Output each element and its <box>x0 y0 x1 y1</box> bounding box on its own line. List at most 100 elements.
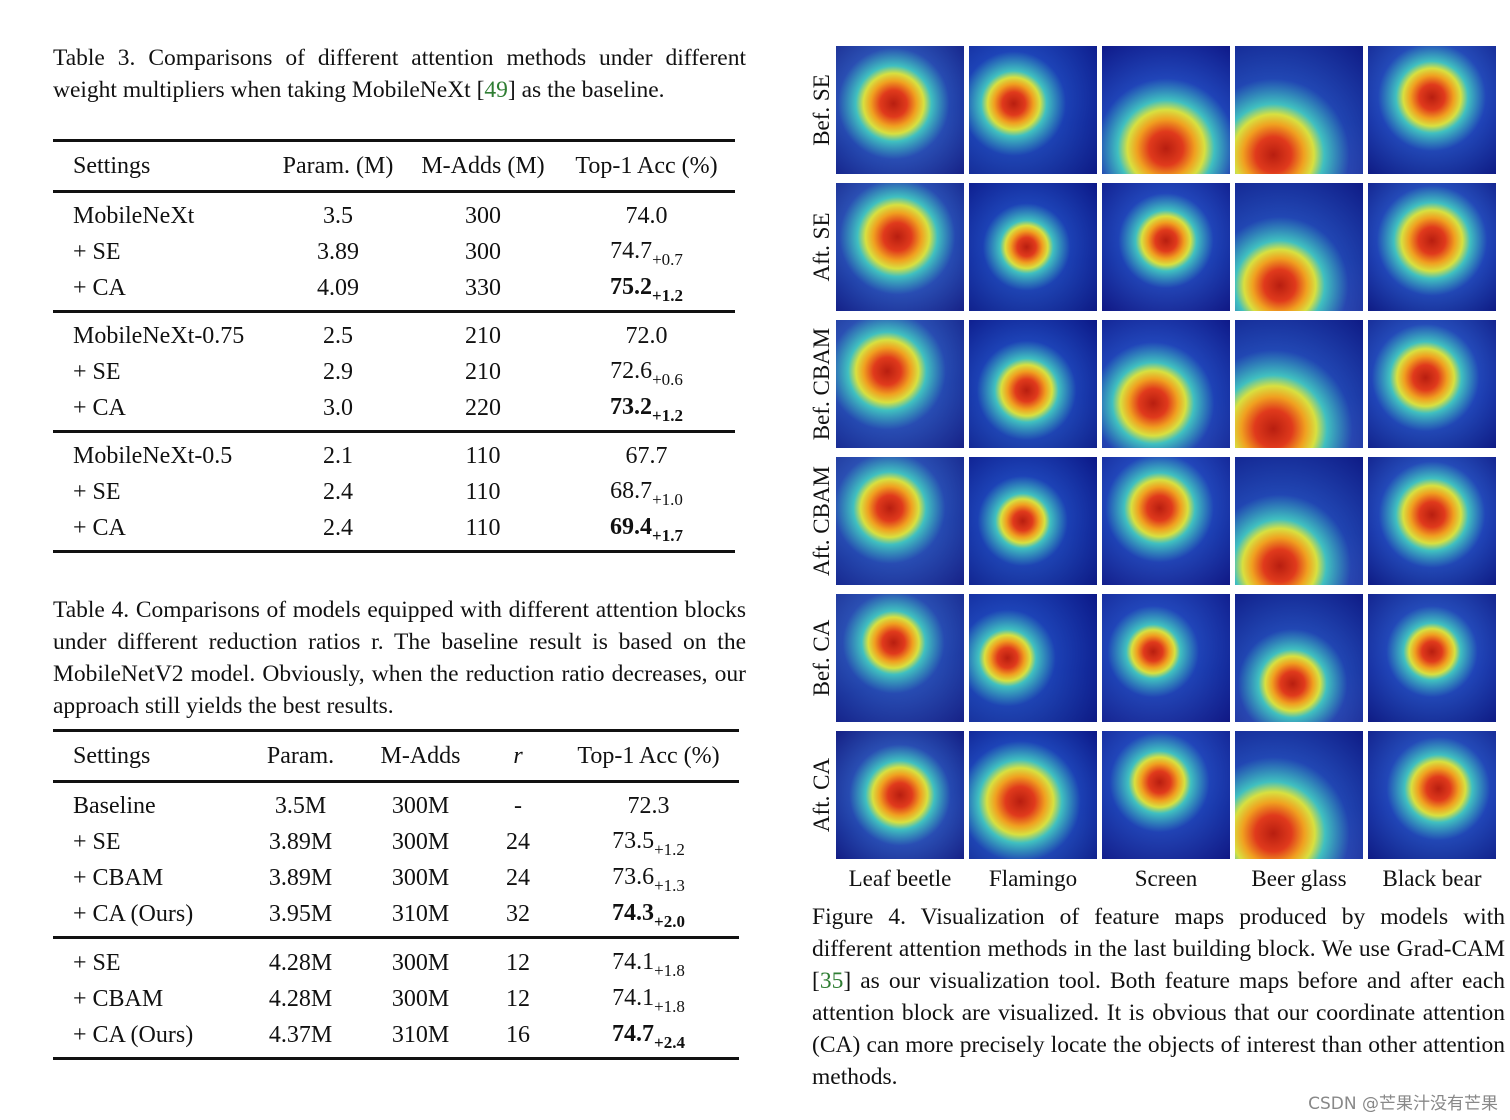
acc-value: 69.4 <box>610 514 653 540</box>
acc-delta: +1.7 <box>652 526 683 545</box>
cell-param: 4.37M <box>238 1017 363 1060</box>
cell-param: 2.4 <box>268 510 408 553</box>
column-header: r <box>478 729 558 783</box>
column-label: Screen <box>1134 866 1198 891</box>
heatmap-thumbnail <box>969 46 1097 174</box>
heatmap-thumbnail <box>1235 457 1363 585</box>
cell-madds: 110 <box>408 510 558 553</box>
table-row: + CA 4.09 330 75.2+1.2 <box>53 270 735 313</box>
heatmap-thumbnail <box>1368 731 1496 859</box>
cell-setting: + CA <box>53 270 268 313</box>
acc-delta: +2.4 <box>654 1033 685 1052</box>
table3-caption: Table 3. Comparisons of different attent… <box>53 45 746 103</box>
table-row: Baseline 3.5M 300M - 72.3 <box>53 782 739 825</box>
heatmap-thumbnail <box>1235 594 1363 722</box>
column-header: Top-1 Acc (%) <box>558 729 739 783</box>
acc-value: 73.5 <box>612 828 655 854</box>
table-row: + SE 2.4 110 68.7+1.0 <box>53 474 735 510</box>
heatmap-thumbnail <box>1102 183 1230 311</box>
acc-delta: +1.2 <box>652 286 683 305</box>
cell-setting: MobileNeXt <box>73 203 195 229</box>
cell-setting: + SE <box>73 238 121 265</box>
cell-madds: 310M <box>363 1017 478 1060</box>
cell-setting: + CBAM <box>73 985 164 1012</box>
cell-setting: + CA <box>53 390 268 433</box>
heatmap-thumbnail <box>1102 46 1230 174</box>
cell-acc: 72.0 <box>558 312 735 355</box>
heatmap-thumbnail <box>969 594 1097 722</box>
heatmap-thumbnail <box>1102 320 1230 448</box>
column-label: Flamingo <box>988 866 1078 891</box>
cell-setting: + SE <box>73 949 121 976</box>
table-row: + CA (Ours) 4.37M 310M 16 74.7+2.4 <box>53 1017 739 1060</box>
cell-param: 3.5 <box>323 203 353 229</box>
acc-value: 74.7 <box>610 238 653 264</box>
heatmap-thumbnail <box>969 183 1097 311</box>
cell-madds: 220 <box>408 390 558 433</box>
cell-param: 3.95M <box>238 896 363 939</box>
heatmap-thumbnail <box>1235 183 1363 311</box>
acc-value: 74.0 <box>625 203 668 229</box>
cell-madds: 110 <box>465 478 501 505</box>
heatmap-thumbnail <box>1368 46 1496 174</box>
cell-r: 16 <box>478 1017 558 1060</box>
cell-madds: 310M <box>363 896 478 939</box>
cell-madds: 300 <box>465 238 501 265</box>
cell-acc: 74.1+1.8 <box>558 938 739 982</box>
table3: Settings Param. (M) M-Adds (M) Top-1 Acc (%… <box>53 139 735 553</box>
column-header: M-Adds (M) <box>408 139 558 193</box>
acc-delta: +0.6 <box>652 370 683 389</box>
citation-link-49[interactable]: 49 <box>484 77 508 103</box>
heatmap-thumbnail <box>836 320 964 448</box>
cell-acc: 73.6+1.3 <box>558 860 739 896</box>
acc-value: 74.3 <box>612 900 655 926</box>
column-header: Settings <box>53 729 238 783</box>
cell-acc: 74.7+2.4 <box>558 1017 739 1060</box>
heatmap-thumbnail <box>969 731 1097 859</box>
acc-delta: +0.7 <box>652 250 683 269</box>
acc-value: 74.1 <box>612 985 655 1011</box>
cell-setting: MobileNeXt-0.5 <box>73 443 233 469</box>
cell-madds: 300M <box>391 793 450 819</box>
cell-acc: 67.7 <box>558 432 735 475</box>
heatmap-thumbnail <box>836 594 964 722</box>
heatmap-thumbnail <box>969 457 1097 585</box>
row-label: Aft. CA <box>809 757 834 833</box>
table-row: + CA 2.4 110 69.4+1.7 <box>53 510 735 553</box>
cell-setting: + CA (Ours) <box>53 896 238 939</box>
cell-setting: + CA (Ours) <box>53 1017 238 1060</box>
table-row: MobileNeXt 3.5 300 74.0 <box>53 192 735 235</box>
table-row: MobileNeXt-0.75 2.5 210 72.0 <box>53 312 735 355</box>
heatmap-thumbnail <box>1368 320 1496 448</box>
cell-r: 12 <box>506 949 530 976</box>
column-header: M-Adds <box>363 729 478 783</box>
heatmap-thumbnail <box>836 46 964 174</box>
cell-madds: 330 <box>408 270 558 313</box>
cell-setting: + SE <box>73 478 121 505</box>
cell-acc: 74.1+1.8 <box>558 981 739 1017</box>
heatmap-thumbnail <box>1368 457 1496 585</box>
cell-acc: 73.2+1.2 <box>558 390 735 433</box>
heatmap-thumbnail <box>1235 46 1363 174</box>
acc-value: 75.2 <box>610 274 653 300</box>
column-label: Black bear <box>1382 866 1482 891</box>
acc-value: 67.7 <box>625 443 668 469</box>
citation-link-35[interactable]: 35 <box>819 968 844 994</box>
acc-value: 74.7 <box>612 1021 655 1047</box>
acc-delta: +1.3 <box>654 876 685 895</box>
cell-setting: + SE <box>73 828 121 855</box>
heatmap-thumbnail <box>836 731 964 859</box>
acc-value: 73.6 <box>612 864 655 890</box>
heatmap-thumbnail <box>1102 457 1230 585</box>
heatmap-thumbnail <box>836 457 964 585</box>
column-header: Param. (M) <box>268 139 408 193</box>
acc-delta: +1.8 <box>654 961 685 980</box>
cell-madds: 300 <box>465 203 501 229</box>
cell-param: 3.89M <box>268 864 333 891</box>
heatmap-thumbnail <box>1368 183 1496 311</box>
heatmap-thumbnail <box>1102 731 1230 859</box>
cell-param: 2.9 <box>323 358 353 385</box>
acc-delta: +1.2 <box>654 840 685 859</box>
heatmap-thumbnail <box>1368 594 1496 722</box>
cell-acc: 73.5+1.2 <box>558 824 739 860</box>
